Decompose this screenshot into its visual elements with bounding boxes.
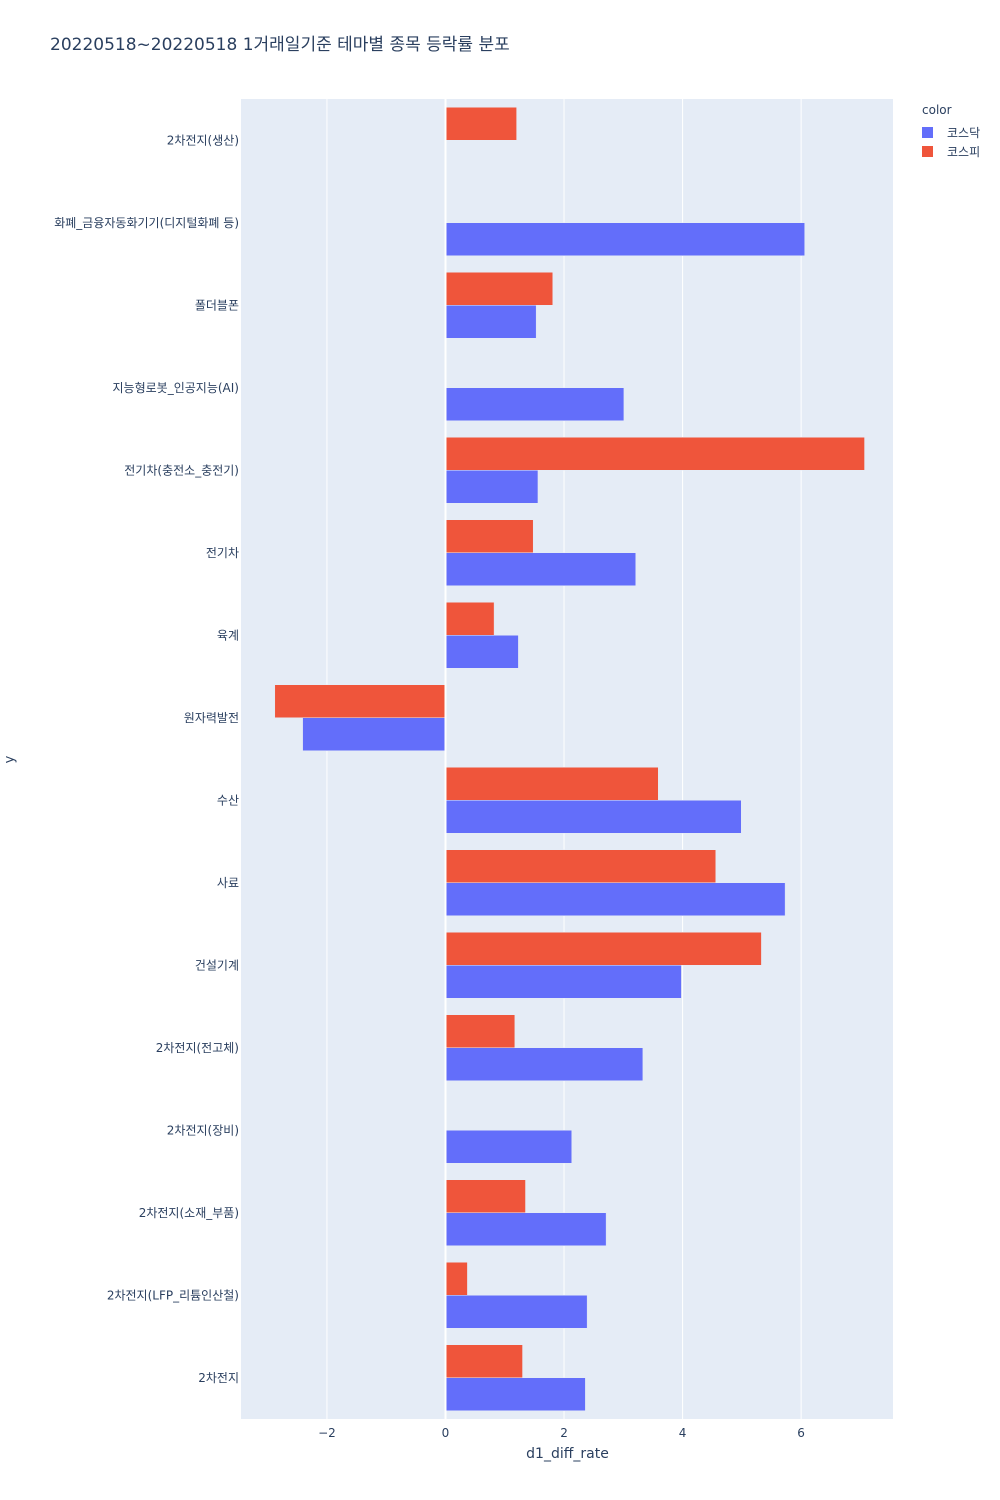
y-tick-label: 지능형로봇_인공지능(AI) — [113, 381, 239, 395]
legend-title: color — [922, 103, 952, 117]
y-tick-label: 폴더블폰 — [195, 298, 239, 312]
bar — [445, 305, 537, 339]
legend-item-kospi[interactable]: 코스피 — [922, 142, 980, 161]
bar — [274, 684, 446, 718]
y-tick-label: 화폐_금융자동화기기(디지털화폐 등) — [54, 216, 239, 230]
y-tick-label: 사료 — [217, 876, 239, 890]
bar — [445, 1179, 526, 1213]
y-tick-label: 원자력발전 — [184, 711, 239, 725]
y-tick-label: 2차전지(소재_부품) — [139, 1206, 239, 1220]
legend[interactable]: color 코스닥 코스피 — [922, 103, 980, 161]
y-tick-label: 전기차 — [206, 546, 239, 560]
bar — [445, 882, 786, 916]
bar — [445, 635, 519, 669]
bar — [445, 1014, 516, 1048]
chart-title: 20220518~20220518 1거래일기준 테마별 종목 등락률 분포 — [50, 35, 510, 55]
y-tick-label: 수산 — [217, 793, 239, 807]
legend-swatch-kospi — [922, 146, 933, 157]
y-axis-title: y — [2, 755, 18, 764]
legend-label-kospi: 코스피 — [947, 145, 981, 159]
y-tick-label: 건설기계 — [195, 958, 239, 972]
legend-item-kosdaq[interactable]: 코스닥 — [922, 123, 980, 142]
bar — [445, 800, 742, 834]
y-tick-label: 2차전지(LFP_리튬인산철) — [107, 1288, 239, 1302]
bar — [445, 1344, 523, 1378]
bar — [445, 437, 865, 471]
bar — [445, 1377, 586, 1411]
bar — [445, 932, 762, 966]
legend-swatch-kosdaq — [922, 127, 933, 138]
bar — [445, 849, 717, 883]
x-tick-label: 4 — [679, 1426, 687, 1440]
bar — [445, 272, 554, 306]
bar — [445, 552, 637, 586]
x-tick-label: 6 — [797, 1426, 805, 1440]
x-axis-title: d1_diff_rate — [526, 1446, 609, 1462]
bar — [445, 1047, 644, 1081]
y-tick-label: 2차전지(장비) — [167, 1123, 239, 1137]
bar — [445, 387, 625, 421]
bar — [445, 519, 534, 553]
bar — [445, 222, 805, 256]
bar — [445, 767, 659, 801]
x-tick-label: −2 — [318, 1426, 336, 1440]
bar — [445, 107, 517, 141]
plot-background — [241, 99, 893, 1419]
x-tick-label: 2 — [560, 1426, 568, 1440]
y-tick-label: 2차전지 — [198, 1371, 239, 1385]
bar — [445, 1212, 607, 1246]
y-tick-label: 육계 — [217, 628, 239, 642]
y-tick-label: 2차전지(전고체) — [156, 1041, 239, 1055]
bar — [445, 1130, 572, 1164]
x-tick-label: 0 — [442, 1426, 450, 1440]
legend-label-kosdaq: 코스닥 — [947, 126, 981, 140]
bar — [445, 470, 539, 504]
y-tick-label: 전기차(충전소_충전기) — [124, 463, 239, 477]
y-tick-label: 2차전지(생산) — [167, 133, 239, 147]
bar — [445, 965, 682, 999]
bar — [445, 602, 495, 636]
bar — [302, 717, 446, 751]
bar — [445, 1262, 468, 1296]
bar — [445, 1295, 588, 1329]
